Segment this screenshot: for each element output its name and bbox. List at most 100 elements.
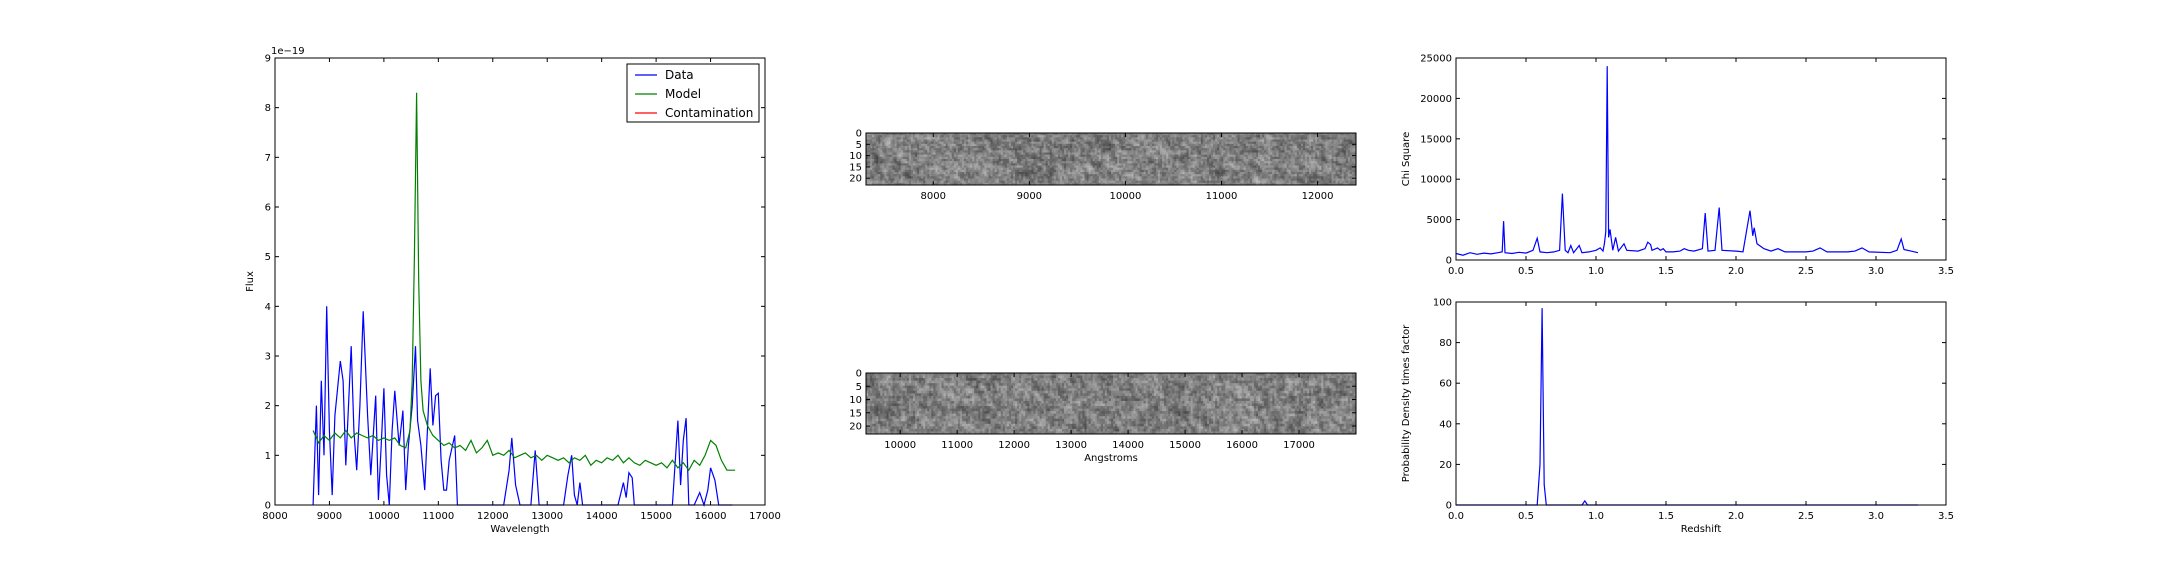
pixel bbox=[1106, 148, 1110, 151]
pixel bbox=[1051, 152, 1055, 156]
pixel bbox=[884, 165, 887, 169]
pixel bbox=[978, 135, 981, 138]
pixel bbox=[951, 159, 955, 162]
pixel bbox=[1104, 133, 1108, 136]
pixel bbox=[888, 176, 891, 179]
pixel bbox=[957, 137, 961, 140]
pixel bbox=[1313, 172, 1316, 175]
pixel bbox=[1260, 156, 1263, 160]
pixel bbox=[1033, 146, 1036, 149]
pixel bbox=[1133, 172, 1136, 175]
pixel bbox=[1304, 169, 1308, 173]
pixel bbox=[1082, 154, 1085, 158]
pixel bbox=[1057, 143, 1061, 147]
pixel bbox=[1117, 133, 1120, 136]
pixel bbox=[1117, 146, 1120, 149]
pixel bbox=[1072, 161, 1075, 164]
pixel bbox=[1278, 165, 1281, 169]
pixel bbox=[1192, 165, 1196, 169]
pixel bbox=[1111, 154, 1114, 158]
pixel bbox=[1288, 169, 1292, 173]
pixel bbox=[900, 161, 904, 164]
pixel bbox=[1066, 133, 1069, 136]
pixel bbox=[880, 150, 883, 153]
pixel bbox=[1174, 135, 1177, 138]
pixel bbox=[1153, 146, 1157, 149]
pixel bbox=[1143, 156, 1147, 160]
pixel bbox=[1292, 174, 1296, 177]
pixel bbox=[1064, 165, 1067, 169]
pixel bbox=[1204, 167, 1208, 171]
pixel bbox=[1096, 150, 1100, 153]
pixel bbox=[992, 139, 996, 143]
pixel bbox=[1245, 156, 1249, 160]
pixel bbox=[1217, 161, 1220, 164]
pixel bbox=[1151, 133, 1155, 136]
pixel bbox=[886, 139, 889, 143]
pixel bbox=[1241, 167, 1245, 171]
pixel bbox=[1151, 161, 1155, 164]
pixel bbox=[1127, 139, 1130, 143]
pixel bbox=[1309, 148, 1312, 151]
pixel bbox=[1231, 143, 1234, 147]
pixel bbox=[990, 159, 993, 162]
pixel bbox=[1331, 143, 1334, 147]
pixel bbox=[1268, 146, 1271, 149]
pixel bbox=[1215, 174, 1218, 177]
pixel bbox=[1035, 174, 1038, 177]
pixel bbox=[968, 139, 971, 143]
pixel bbox=[998, 137, 1002, 140]
pixel bbox=[1041, 169, 1045, 173]
pixel bbox=[1337, 150, 1341, 153]
pixel bbox=[1053, 169, 1057, 173]
pixel bbox=[953, 143, 957, 147]
pixel bbox=[1139, 161, 1143, 164]
pixel bbox=[1315, 159, 1318, 162]
pixel bbox=[1278, 169, 1281, 173]
pixel bbox=[1339, 150, 1343, 153]
pixel bbox=[1023, 150, 1026, 153]
pixel bbox=[1251, 141, 1255, 145]
pixel bbox=[1086, 152, 1089, 156]
pixel bbox=[1013, 165, 1016, 169]
pixel bbox=[1076, 169, 1079, 173]
pixel bbox=[1145, 174, 1149, 177]
pixel bbox=[1176, 148, 1179, 151]
pixel bbox=[898, 143, 902, 147]
pixel bbox=[1300, 159, 1304, 162]
pixel bbox=[990, 161, 993, 164]
pixel bbox=[986, 150, 989, 153]
pixel bbox=[1102, 176, 1106, 179]
pixel bbox=[1194, 150, 1198, 153]
pixel bbox=[1164, 154, 1167, 158]
pixel bbox=[894, 141, 898, 145]
pixel bbox=[1323, 148, 1326, 151]
pixel bbox=[888, 135, 891, 138]
pixel bbox=[870, 148, 873, 151]
pixel bbox=[1070, 156, 1073, 160]
pixel bbox=[1000, 152, 1004, 156]
pixel bbox=[1162, 139, 1165, 143]
pixel bbox=[1121, 148, 1124, 151]
pixel bbox=[1035, 146, 1038, 149]
pixel bbox=[882, 146, 885, 149]
pixel bbox=[1182, 165, 1185, 169]
pixel bbox=[988, 176, 991, 179]
pixel bbox=[1351, 139, 1355, 143]
pixel bbox=[1182, 169, 1185, 173]
pixel bbox=[974, 154, 977, 158]
pixel bbox=[1115, 137, 1118, 140]
pixel bbox=[1198, 139, 1202, 143]
pixel bbox=[1002, 154, 1006, 158]
pixel bbox=[1143, 133, 1147, 136]
pixel bbox=[1082, 169, 1085, 173]
pixel bbox=[892, 156, 895, 160]
pixel bbox=[961, 176, 965, 179]
pixel bbox=[915, 161, 918, 164]
pixel bbox=[1253, 165, 1257, 169]
pixel bbox=[1051, 141, 1055, 145]
y-tick-label: 0 bbox=[265, 501, 271, 512]
pixel bbox=[1059, 139, 1063, 143]
pixel bbox=[1096, 165, 1100, 169]
pixel bbox=[1227, 137, 1230, 140]
